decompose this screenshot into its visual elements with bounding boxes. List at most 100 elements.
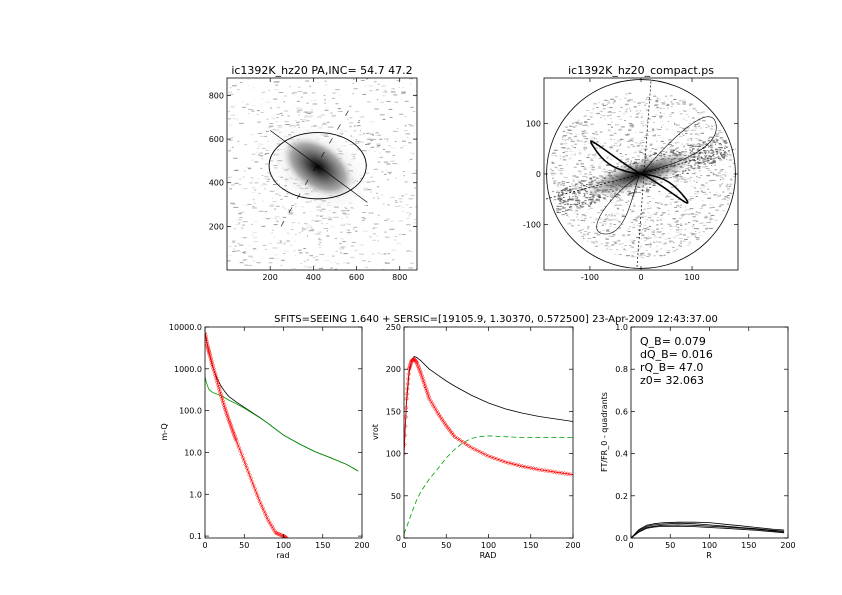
noise-pixel xyxy=(644,208,646,210)
noise-pixel xyxy=(387,253,390,255)
noise-pixel xyxy=(401,92,406,94)
noise-pixel xyxy=(576,163,579,165)
noise-pixel xyxy=(236,89,240,91)
noise-pixel xyxy=(673,242,675,244)
noise-pixel xyxy=(659,112,662,113)
noise-pixel xyxy=(395,200,397,201)
noise-pixel xyxy=(630,110,632,112)
noise-pixel xyxy=(699,162,702,164)
noise-pixel xyxy=(673,180,676,182)
noise-pixel xyxy=(583,195,586,197)
noise-pixel xyxy=(661,203,663,205)
noise-pixel xyxy=(695,181,698,183)
noise-pixel xyxy=(643,254,646,256)
noise-pixel xyxy=(563,196,565,198)
noise-pixel xyxy=(697,125,701,127)
noise-pixel xyxy=(610,215,613,217)
noise-pixel xyxy=(683,146,685,148)
noise-pixel xyxy=(596,133,598,135)
noise-pixel xyxy=(260,112,264,113)
noise-pixel xyxy=(375,132,379,134)
series-marker xyxy=(404,414,409,420)
noise-pixel xyxy=(584,200,587,202)
noise-pixel xyxy=(576,203,579,205)
noise-pixel xyxy=(238,178,242,180)
noise-pixel xyxy=(630,138,635,140)
noise-pixel xyxy=(402,87,404,89)
noise-pixel xyxy=(718,205,721,207)
noise-pixel xyxy=(581,186,585,187)
noise-pixel xyxy=(275,205,280,207)
noise-pixel xyxy=(288,214,294,215)
noise-pixel xyxy=(583,137,585,139)
noise-pixel xyxy=(589,178,592,180)
noise-pixel xyxy=(314,233,317,235)
x-tick-label: 50 xyxy=(239,541,249,550)
noise-pixel xyxy=(726,198,731,200)
noise-pixel xyxy=(561,180,566,182)
noise-pixel xyxy=(656,128,659,130)
noise-pixel xyxy=(395,205,400,207)
noise-pixel xyxy=(261,158,264,160)
noise-pixel xyxy=(680,240,683,242)
noise-pixel xyxy=(228,150,231,152)
noise-pixel xyxy=(691,129,694,131)
noise-pixel xyxy=(605,169,609,171)
noise-pixel xyxy=(666,196,671,198)
noise-pixel xyxy=(656,97,659,99)
series-marker xyxy=(407,365,412,371)
noise-pixel xyxy=(676,147,679,149)
noise-pixel xyxy=(690,165,693,167)
noise-pixel xyxy=(690,139,692,141)
series-marker xyxy=(441,419,446,424)
noise-pixel xyxy=(330,112,333,114)
noise-pixel xyxy=(399,201,403,203)
noise-pixel xyxy=(635,110,639,112)
noise-pixel xyxy=(375,134,378,136)
noise-pixel xyxy=(685,132,688,134)
noise-pixel xyxy=(619,159,622,161)
noise-pixel xyxy=(260,185,264,187)
noise-pixel xyxy=(311,220,317,222)
noise-pixel xyxy=(691,149,693,151)
noise-pixel xyxy=(578,171,583,173)
noise-pixel xyxy=(711,165,713,166)
noise-pixel xyxy=(272,217,277,219)
noise-pixel xyxy=(726,159,728,161)
noise-pixel xyxy=(658,191,661,193)
series-marker xyxy=(235,441,241,447)
noise-pixel xyxy=(319,215,324,217)
noise-pixel xyxy=(599,222,603,224)
noise-pixel xyxy=(251,105,256,106)
noise-pixel xyxy=(564,150,568,152)
noise-pixel xyxy=(716,175,720,177)
noise-pixel xyxy=(583,185,586,187)
series-line-0 xyxy=(404,356,573,454)
noise-pixel xyxy=(715,209,719,211)
noise-pixel xyxy=(558,193,560,195)
noise-pixel xyxy=(561,193,565,195)
noise-pixel xyxy=(610,236,614,237)
noise-pixel xyxy=(635,150,637,152)
noise-pixel xyxy=(729,183,733,185)
noise-pixel xyxy=(702,161,704,163)
noise-pixel xyxy=(572,122,574,124)
noise-pixel xyxy=(669,229,671,231)
series-marker xyxy=(508,461,514,466)
noise-pixel xyxy=(674,225,678,227)
noise-pixel xyxy=(332,115,334,117)
series-marker xyxy=(265,517,271,522)
noise-pixel xyxy=(551,154,554,156)
noise-pixel xyxy=(648,237,652,239)
noise-pixel xyxy=(575,125,577,127)
noise-pixel xyxy=(324,259,330,261)
panel-a-frame xyxy=(226,77,418,271)
noise-pixel xyxy=(362,93,367,95)
noise-pixel xyxy=(578,181,582,183)
noise-pixel xyxy=(574,119,576,121)
noise-pixel xyxy=(708,151,710,152)
noise-pixel xyxy=(605,242,609,244)
noise-pixel xyxy=(414,206,417,208)
noise-pixel xyxy=(590,159,594,161)
noise-pixel xyxy=(579,173,582,175)
